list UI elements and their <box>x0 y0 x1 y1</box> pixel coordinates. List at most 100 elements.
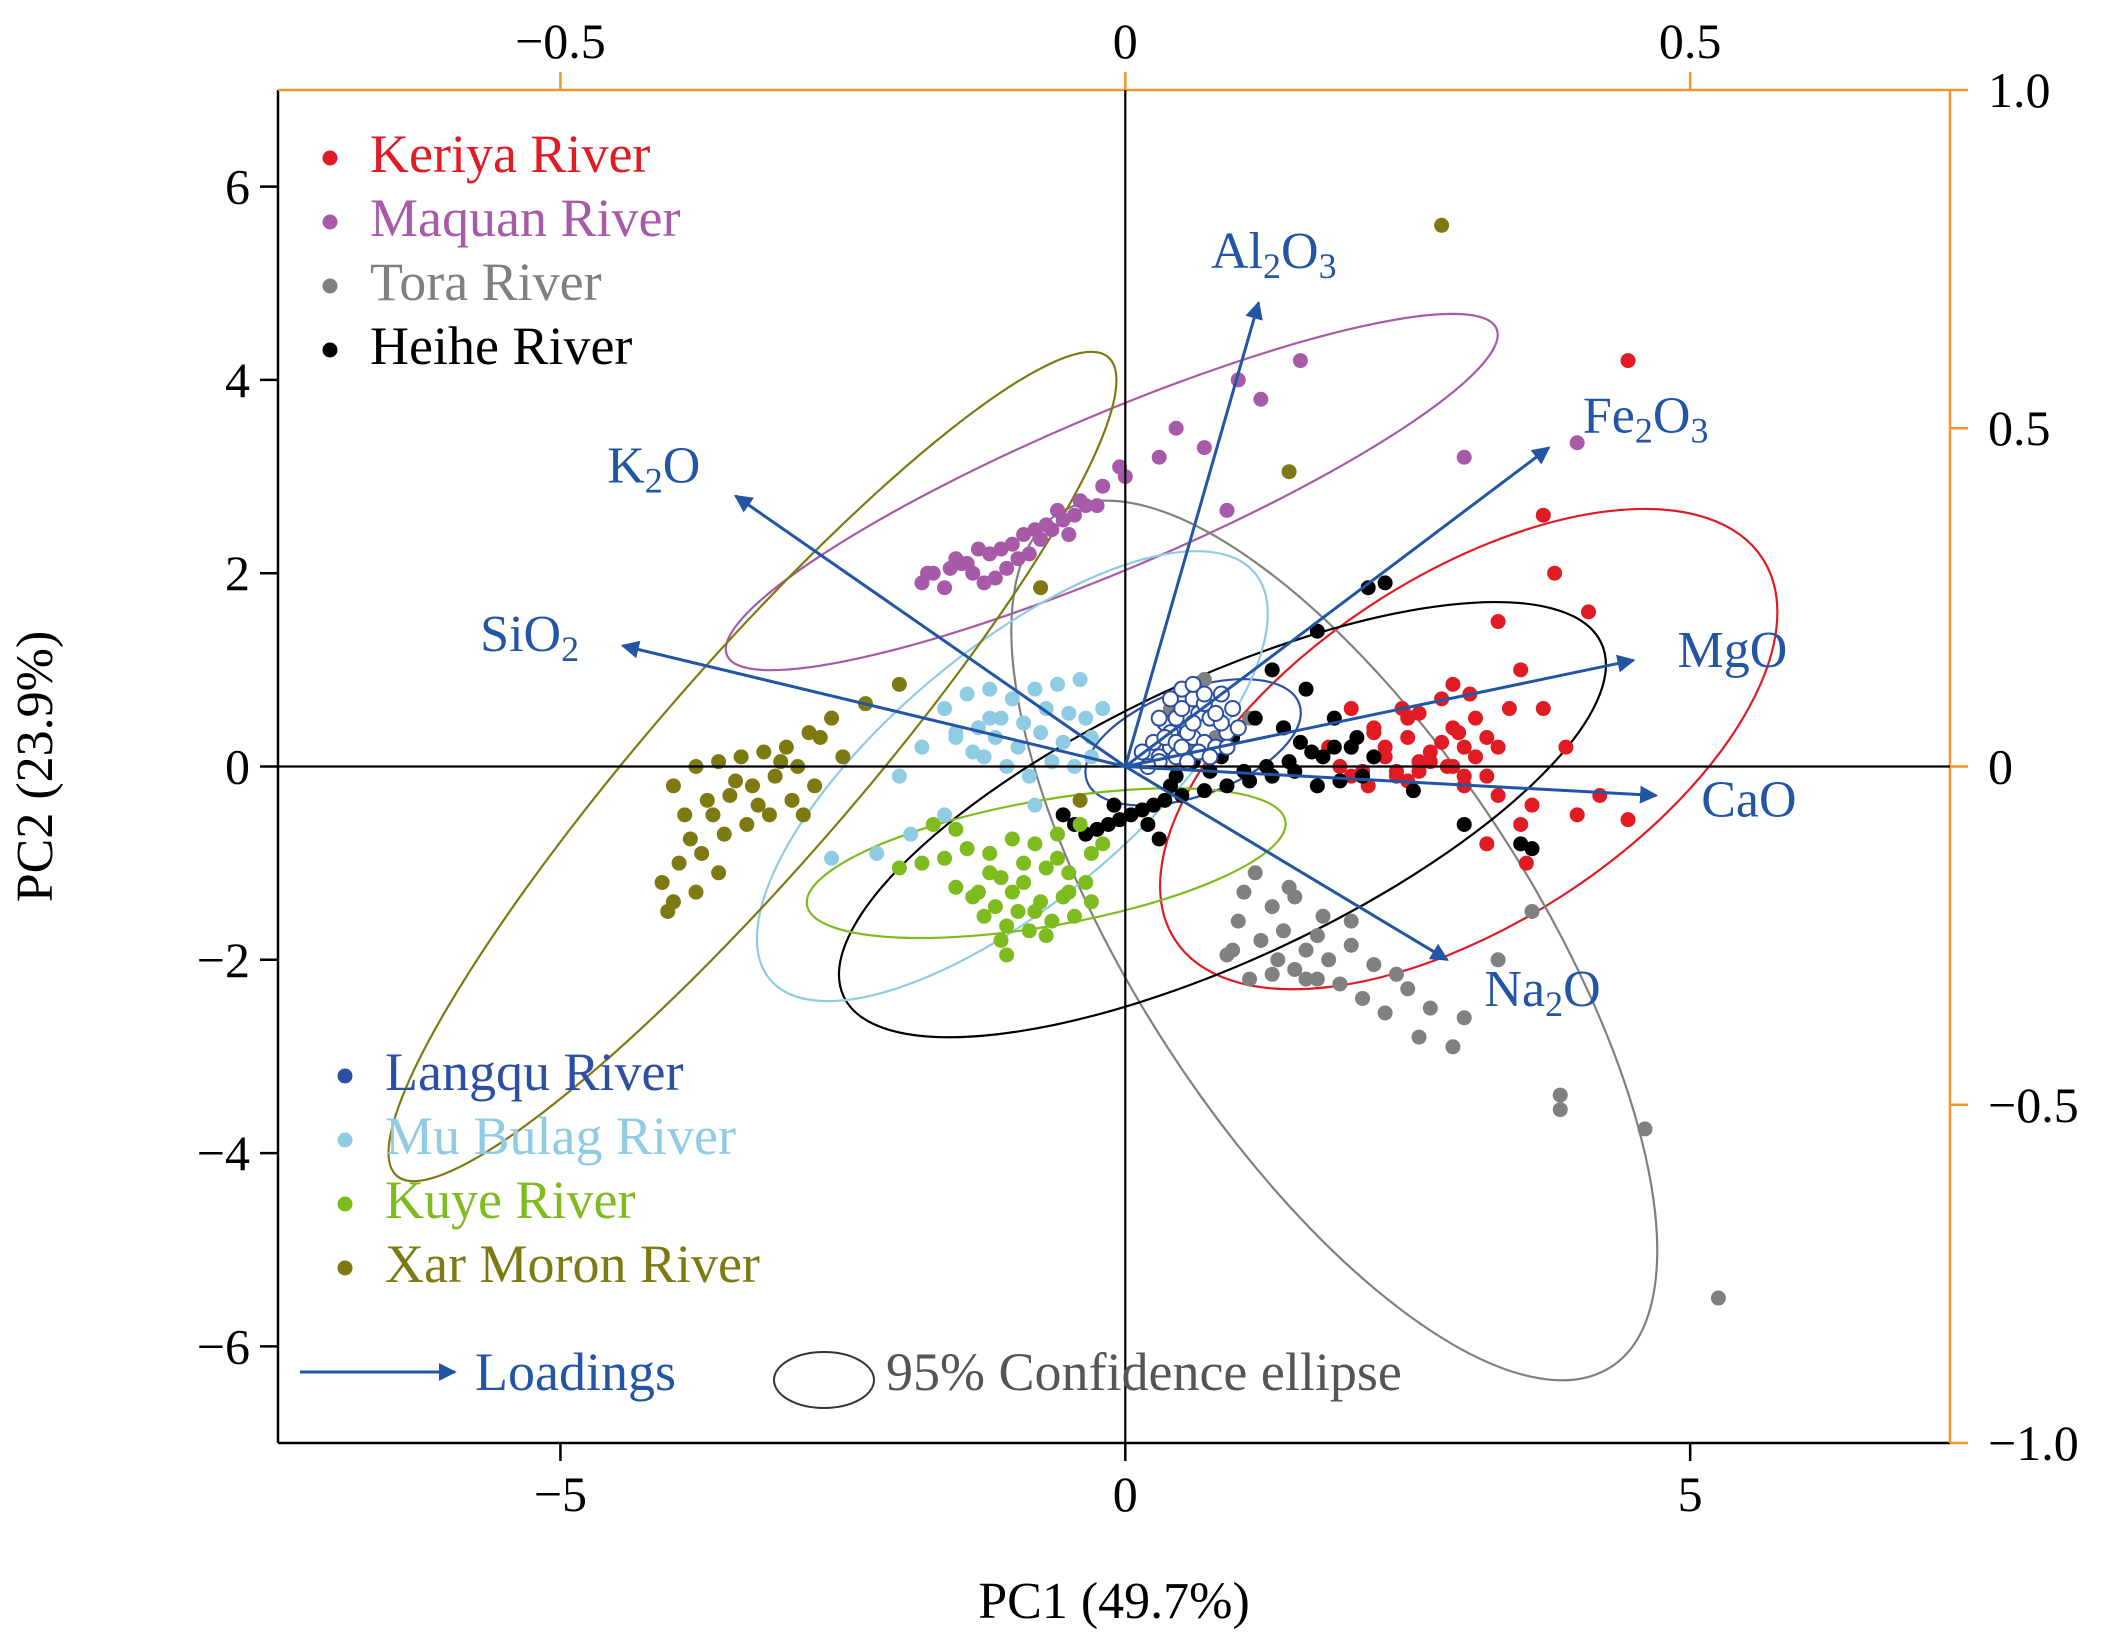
data-point <box>1349 730 1365 746</box>
right-tick-label: −0.5 <box>1988 1077 2079 1133</box>
loading-arrow <box>734 494 1127 768</box>
data-point <box>1027 797 1043 813</box>
data-point <box>1400 730 1416 746</box>
data-point <box>869 845 885 861</box>
data-point <box>1253 391 1269 407</box>
data-point <box>1247 710 1263 726</box>
data-point <box>1434 217 1450 233</box>
data-point <box>739 816 755 832</box>
data-point <box>1004 691 1020 707</box>
data-point <box>1343 937 1359 953</box>
legend-marker <box>322 214 338 230</box>
y-axis-title: PC2 (23.9%) <box>7 631 64 903</box>
data-point <box>835 749 851 765</box>
data-point <box>654 874 670 890</box>
data-point <box>1044 522 1060 538</box>
data-point <box>1033 580 1049 596</box>
data-point <box>976 908 992 924</box>
data-point <box>1411 1029 1427 1045</box>
data-point <box>1468 710 1484 726</box>
data-point <box>1151 831 1167 847</box>
data-point <box>1173 700 1191 718</box>
confidence-ellipse <box>1010 499 1659 1382</box>
data-point <box>937 701 953 717</box>
data-point <box>1140 816 1156 832</box>
data-point <box>1055 734 1071 750</box>
data-point <box>1264 899 1280 915</box>
data-point <box>1162 778 1178 794</box>
data-point <box>937 850 953 866</box>
legend-label: Kuye River <box>385 1170 635 1230</box>
x-tick-label: 0 <box>1113 1466 1138 1522</box>
data-point <box>914 739 930 755</box>
data-point <box>1304 744 1320 760</box>
data-point <box>801 725 817 741</box>
data-point <box>1161 690 1179 708</box>
legend-label: Tora River <box>370 252 602 312</box>
data-point <box>761 807 777 823</box>
data-point <box>1157 792 1173 808</box>
data-point <box>767 768 783 784</box>
data-point <box>953 556 969 572</box>
data-point <box>1083 845 1099 861</box>
data-point <box>1196 783 1212 799</box>
data-point <box>999 560 1015 576</box>
data-point <box>1078 498 1094 514</box>
data-point <box>1343 701 1359 717</box>
data-point <box>1411 705 1427 721</box>
data-point <box>1275 923 1291 939</box>
data-point <box>1016 527 1032 543</box>
data-point <box>993 710 1009 726</box>
y-tick-label: 0 <box>225 739 250 795</box>
legend-label: Xar Moron River <box>385 1234 760 1294</box>
legend-marker <box>337 1132 353 1148</box>
y-tick-label: 6 <box>225 159 250 215</box>
data-point <box>1479 730 1495 746</box>
loading-label: Fe2O3 <box>1583 387 1709 450</box>
data-point <box>1095 701 1111 717</box>
x-axis-title: PC1 (49.7%) <box>978 1573 1250 1630</box>
data-point <box>1207 704 1225 722</box>
data-point <box>1027 681 1043 697</box>
data-point <box>982 710 998 726</box>
data-point <box>1388 966 1404 982</box>
data-point <box>1004 884 1020 900</box>
y-tick-label: 2 <box>225 545 250 601</box>
y-tick-label: −6 <box>197 1318 250 1374</box>
data-point <box>1016 855 1032 871</box>
data-point <box>1422 1000 1438 1016</box>
data-point <box>1479 768 1495 784</box>
right-tick-label: 1.0 <box>1988 62 2051 118</box>
ellipse-key-symbol <box>773 1351 875 1409</box>
data-point <box>1229 719 1247 737</box>
data-point <box>1038 928 1054 944</box>
data-point <box>1168 420 1184 436</box>
data-point <box>1219 778 1235 794</box>
loading-arrow <box>1124 765 1449 962</box>
data-point <box>711 865 727 881</box>
data-point <box>665 778 681 794</box>
data-point <box>1580 604 1596 620</box>
data-point <box>1242 971 1258 987</box>
data-point <box>1021 546 1037 562</box>
data-point <box>699 792 715 808</box>
data-point <box>1027 836 1043 852</box>
loading-label: MgO <box>1678 622 1788 679</box>
data-point <box>1072 792 1088 808</box>
data-point <box>1479 836 1495 852</box>
data-point <box>1010 903 1026 919</box>
data-point <box>1377 739 1393 755</box>
confidence-ellipse <box>755 550 1269 1003</box>
data-point <box>1089 498 1105 514</box>
data-point <box>665 894 681 910</box>
data-point <box>1004 536 1020 552</box>
right-tick-label: 0.5 <box>1988 400 2051 456</box>
data-point <box>1287 961 1303 977</box>
data-point <box>925 816 941 832</box>
top-tick-label: 0.5 <box>1659 13 1722 69</box>
data-point <box>1292 353 1308 369</box>
data-point <box>1027 903 1043 919</box>
data-point <box>1146 797 1162 813</box>
data-point <box>1072 816 1088 832</box>
data-point <box>1490 952 1506 968</box>
